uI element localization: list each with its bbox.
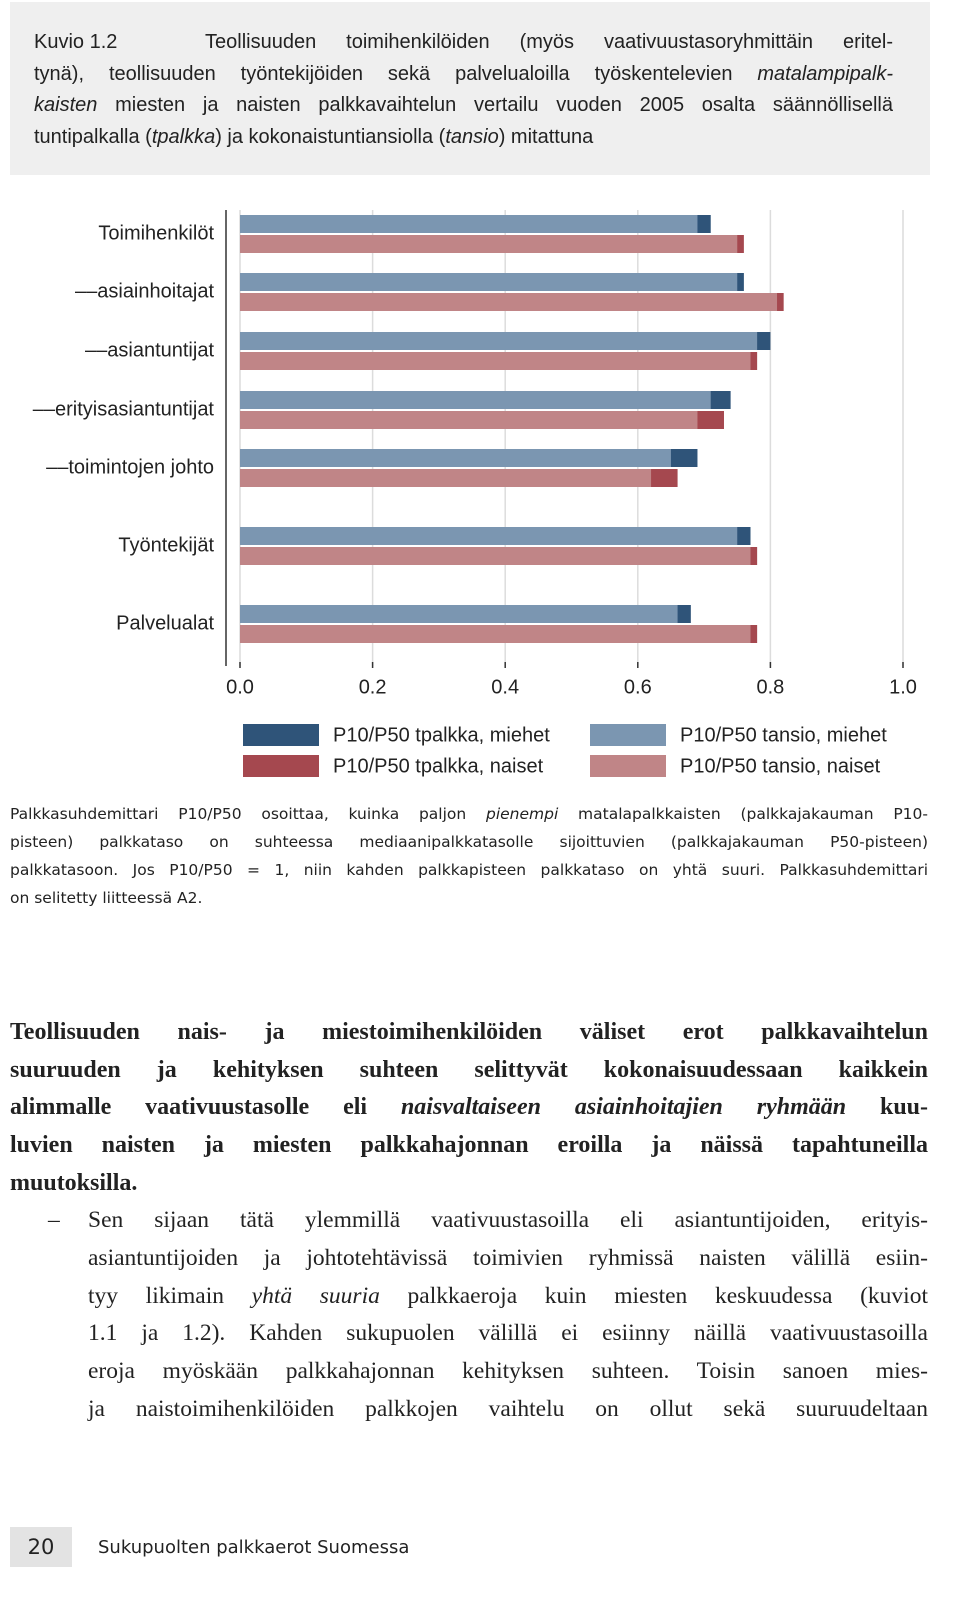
- bar: [240, 293, 778, 311]
- text-line: tuntipalkalla (tpalkka) ja kokonaistunti…: [34, 121, 893, 153]
- y-tick-label: ––toimintojen johto: [46, 456, 214, 478]
- text: alimmalle vaativuustasolle eli: [10, 1094, 401, 1121]
- text: suuruuden ja kehityksen suhteen selittyv…: [10, 1056, 928, 1083]
- text-line: eroja myöskään palkkahajonnan kehityksen…: [88, 1353, 928, 1391]
- page-number: 20: [10, 1527, 72, 1567]
- text-line: kaisten miesten ja naisten palkkavaihtel…: [34, 89, 893, 121]
- text-line: Teollisuuden nais- ja miestoimihenkilöid…: [10, 1014, 928, 1052]
- x-tick-label: 0.8: [756, 676, 784, 698]
- text: palkkaeroja kuin miesten keskuudessa (ku…: [379, 1282, 928, 1309]
- text-line: ja naistoimihenkilöiden palkkojen vaihte…: [88, 1391, 928, 1429]
- text-line: suuruuden ja kehityksen suhteen selittyv…: [10, 1052, 928, 1090]
- text: muutoksilla.: [10, 1169, 138, 1196]
- legend-swatch: [243, 755, 319, 777]
- legend-swatch: [243, 724, 319, 746]
- text: palkkatasoon. Jos P10/P50 = 1, niin kahd…: [10, 861, 928, 879]
- x-tick-label: 0.6: [624, 676, 652, 698]
- italic-text: naisvaltaiseen asiainhoitajien ryhmään: [400, 1094, 847, 1121]
- text-line: Teollisuuden toimihenkilöiden (myös vaat…: [205, 26, 893, 58]
- bar: [240, 411, 698, 429]
- italic-text: matalampipalk-: [757, 62, 893, 85]
- italic-text: yhtä suuria: [251, 1282, 380, 1309]
- bar: [240, 352, 751, 370]
- caption-box: Kuvio 1.2 Teollisuuden toimihenkilöiden …: [10, 2, 930, 175]
- list-item: Sen sijaan tätä ylemmillä vaativuustasoi…: [88, 1202, 928, 1429]
- text: Teollisuuden nais- ja miestoimihenkilöid…: [10, 1019, 928, 1045]
- bar: [240, 527, 738, 545]
- text-line: luvien naisten ja miesten palkkahajonnan…: [10, 1127, 928, 1165]
- x-tick-label: 0.0: [226, 676, 254, 698]
- bar: [240, 625, 751, 643]
- bar: [240, 469, 652, 487]
- text: asiantuntijoiden ja johtotehtävissä toim…: [88, 1244, 928, 1271]
- y-tick-label: Työntekijät: [118, 534, 214, 556]
- bar: [240, 547, 751, 565]
- caption-label: Kuvio 1.2: [34, 31, 118, 53]
- x-tick-label: 1.0: [889, 676, 917, 698]
- text: ) mitattuna: [498, 125, 594, 148]
- italic-text: tansio: [445, 125, 499, 148]
- text-line: tynä), teollisuuden työntekijöiden sekä …: [34, 58, 893, 90]
- text: Teollisuuden toimihenkilöiden (myös vaat…: [205, 31, 893, 53]
- text: miesten ja naisten palkkavaihtelun verta…: [97, 94, 893, 116]
- footer-title: Sukupuolten palkkaerot Suomessa: [98, 1537, 410, 1558]
- text-line: 1.1 ja 1.2). Kahden sukupuolen välillä e…: [88, 1315, 928, 1353]
- x-tick-label: 0.4: [491, 676, 519, 698]
- bar: [240, 605, 678, 623]
- italic-text: pienempi: [486, 805, 559, 823]
- text: kuu-: [846, 1094, 929, 1121]
- text-line: alimmalle vaativuustasolle eli naisvalta…: [10, 1089, 928, 1127]
- text-line: on selitetty liitteessä A2.: [10, 884, 928, 912]
- text-line: Sen sijaan tätä ylemmillä vaativuustasoi…: [88, 1202, 928, 1240]
- body-paragraph: Teollisuuden nais- ja miestoimihenkilöid…: [10, 1014, 928, 1202]
- y-tick-label: Palvelualat: [116, 612, 214, 634]
- text: Sen sijaan tätä ylemmillä vaativuustasoi…: [88, 1207, 928, 1233]
- text-line: tyy likimain yhtä suuria palkkaeroja kui…: [88, 1278, 928, 1316]
- legend-swatch: [590, 755, 666, 777]
- x-tick-label: 0.2: [359, 676, 387, 698]
- text-line: asiantuntijoiden ja johtotehtävissä toim…: [88, 1240, 928, 1278]
- text-line: pisteen) palkkataso on suhteessa mediaan…: [10, 828, 928, 856]
- text: matalapalkkaisten (palkkajakauman P10-: [558, 805, 928, 823]
- text: tuntipalkalla (: [34, 125, 152, 148]
- text: 1.1 ja 1.2). Kahden sukupuolen välillä e…: [88, 1320, 928, 1347]
- text: on selitetty liitteessä A2.: [10, 889, 203, 907]
- text: ) ja kokonaistuntiansiolla (: [215, 125, 446, 148]
- text-line: muutoksilla.: [10, 1165, 928, 1203]
- chart-note: Palkkasuhdemittari P10/P50 osoittaa, kui…: [10, 800, 928, 912]
- bar: [240, 391, 711, 409]
- legend-label: P10/P50 tansio, miehet: [680, 724, 887, 746]
- text: tyy likimain: [88, 1282, 252, 1309]
- italic-text: kaisten: [34, 94, 98, 116]
- italic-text: tpalkka: [151, 125, 216, 148]
- text: eroja myöskään palkkahajonnan kehityksen…: [88, 1358, 928, 1385]
- bar: [240, 215, 698, 233]
- bar: [240, 332, 758, 350]
- bar: [240, 273, 738, 291]
- legend-label: P10/P50 tpalkka, miehet: [333, 724, 550, 746]
- legend-label: P10/P50 tansio, naiset: [680, 755, 881, 777]
- text: tynä), teollisuuden työntekijöiden sekä …: [34, 62, 758, 85]
- bar: [240, 449, 671, 467]
- legend-label: P10/P50 tpalkka, naiset: [333, 755, 544, 777]
- text: luvien naisten ja miesten palkkahajonnan…: [10, 1132, 928, 1159]
- chart: 0.0 0.2 0.4 0.6 0.8 1.0 Toimihenkilöt ––asiainh…: [33, 210, 917, 777]
- y-tick-label: ––asiainhoitajat: [75, 280, 214, 302]
- text-line: palkkatasoon. Jos P10/P50 = 1, niin kahd…: [10, 856, 928, 884]
- y-tick-label: ––asiantuntijat: [85, 339, 214, 361]
- text: pisteen) palkkataso on suhteessa mediaan…: [10, 833, 928, 851]
- text-line: Palkkasuhdemittari P10/P50 osoittaa, kui…: [10, 800, 928, 828]
- bar: [240, 235, 738, 253]
- text: ja naistoimihenkilöiden palkkojen vaihte…: [88, 1395, 928, 1422]
- list-dash: –: [48, 1207, 60, 1233]
- text: Palkkasuhdemittari P10/P50 osoittaa, kui…: [10, 805, 486, 823]
- y-tick-label: Toimihenkilöt: [98, 222, 214, 244]
- legend-swatch: [590, 724, 666, 746]
- y-tick-label: ––erityisasiantuntijat: [33, 398, 215, 420]
